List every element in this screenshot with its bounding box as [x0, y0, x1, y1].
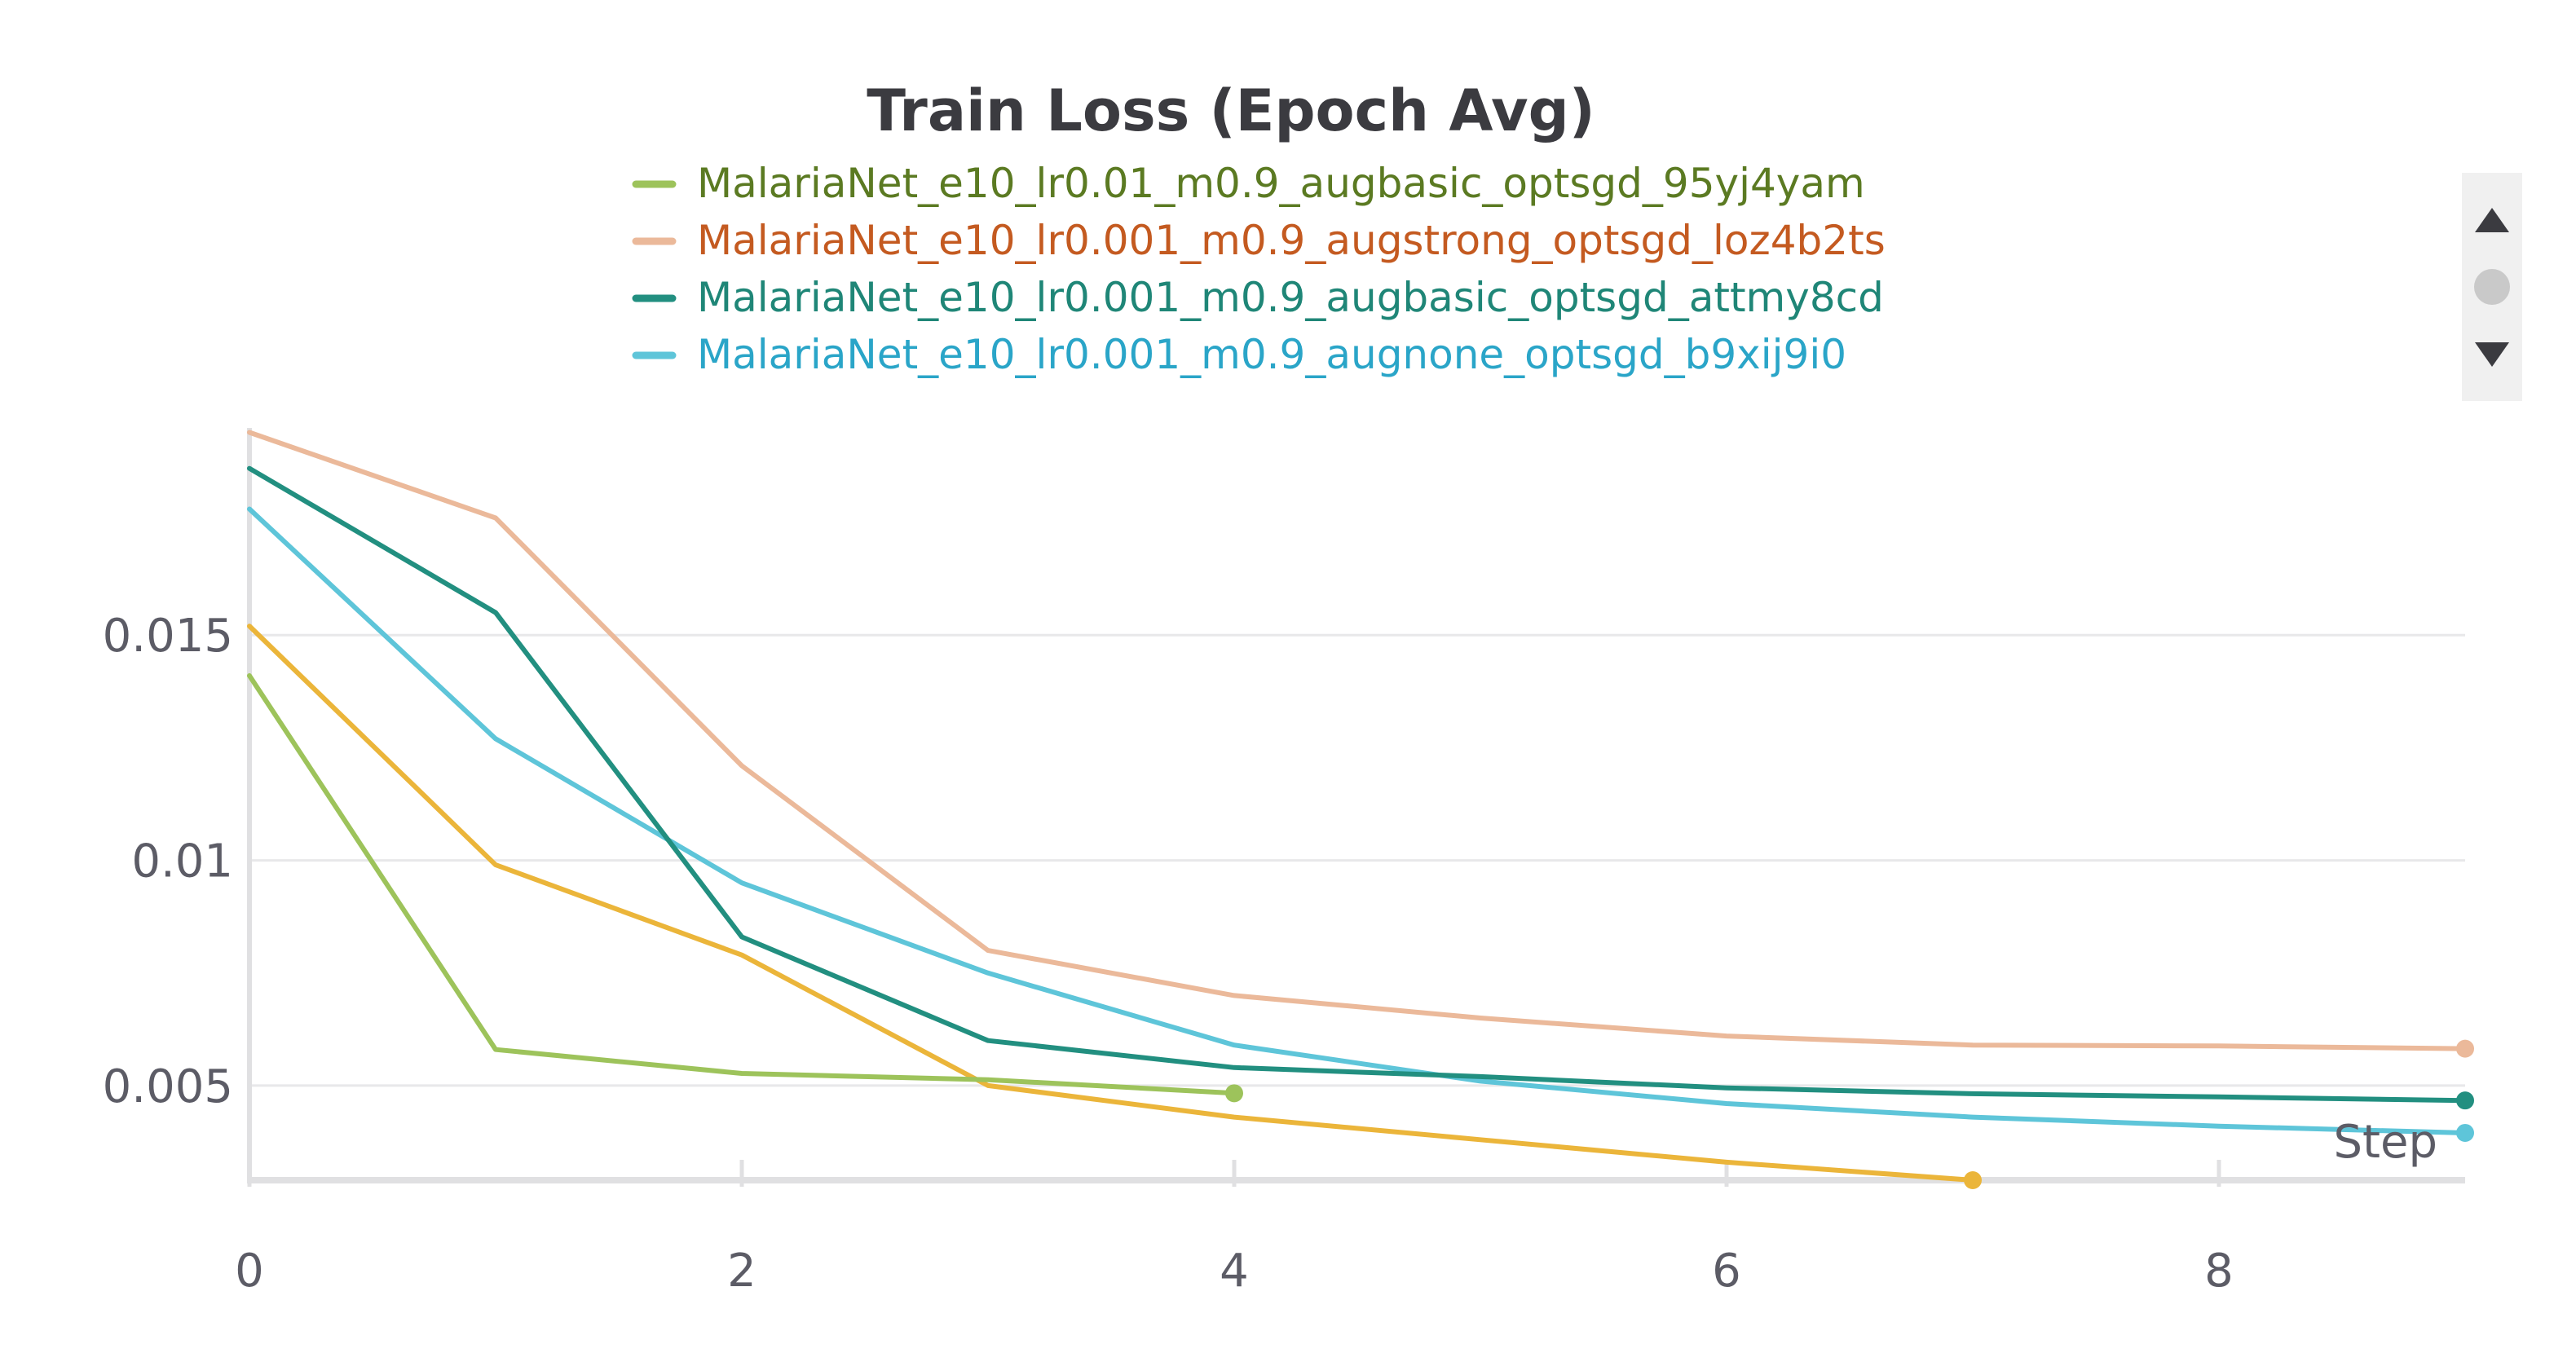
legend-label: MalariaNet_e10_lr0.001_m0.9_augbasic_opt…	[697, 274, 1884, 321]
legend-entry[interactable]: MalariaNet_e10_lr0.001_m0.9_augbasic_opt…	[632, 274, 1884, 321]
circle-icon[interactable]	[2474, 269, 2510, 305]
legend-entry[interactable]: MalariaNet_e10_lr0.01_m0.9_augbasic_opts…	[632, 160, 1865, 207]
legend-label: MalariaNet_e10_lr0.01_m0.9_augbasic_opts…	[697, 160, 1865, 207]
y-axis-ticks: 0.005 0.01 0.015	[103, 610, 233, 1113]
chart-title: Train Loss (Epoch Avg)	[867, 77, 1595, 144]
series-line	[247, 430, 2468, 1051]
series-line	[247, 673, 1237, 1096]
series-endpoint-marker	[2456, 1123, 2474, 1142]
x-axis-label: Step	[2333, 1116, 2437, 1169]
legend-entry[interactable]: MalariaNet_e10_lr0.001_m0.9_augstrong_op…	[632, 217, 1886, 264]
triangle-down-icon[interactable]	[2475, 342, 2509, 367]
series-endpoint-marker	[1964, 1171, 1982, 1189]
y-tick-label: 0.015	[103, 610, 233, 663]
grid-lines	[249, 633, 2465, 1087]
series-line	[247, 624, 1975, 1182]
legend-scroller[interactable]	[2462, 173, 2522, 401]
triangle-up-icon[interactable]	[2475, 208, 2509, 232]
x-tick-label: 6	[1712, 1245, 1741, 1298]
legend-entry[interactable]: MalariaNet_e10_lr0.001_m0.9_augnone_opts…	[632, 331, 1846, 378]
series-line	[247, 506, 2468, 1135]
x-axis-ticks: 0 2 4 6 8	[235, 1160, 2234, 1298]
x-tick-label: 2	[727, 1245, 756, 1298]
x-tick-label: 0	[235, 1245, 264, 1298]
x-tick-label: 8	[2204, 1245, 2234, 1298]
series-endpoint-marker	[2456, 1039, 2474, 1058]
legend-label: MalariaNet_e10_lr0.001_m0.9_augnone_opts…	[697, 331, 1846, 378]
series-endpoints	[1225, 1039, 2474, 1189]
legend-label: MalariaNet_e10_lr0.001_m0.9_augstrong_op…	[697, 217, 1886, 264]
x-tick-label: 4	[1220, 1245, 1249, 1298]
axes	[247, 428, 2465, 1183]
y-tick-label: 0.005	[103, 1060, 233, 1113]
series-line	[247, 465, 2468, 1104]
y-tick-label: 0.01	[131, 835, 233, 888]
series-endpoint-marker	[1225, 1084, 1243, 1103]
series-endpoint-marker	[2456, 1091, 2474, 1110]
legend: MalariaNet_e10_lr0.01_m0.9_augbasic_opts…	[632, 160, 1886, 378]
series-lines	[247, 430, 2468, 1182]
